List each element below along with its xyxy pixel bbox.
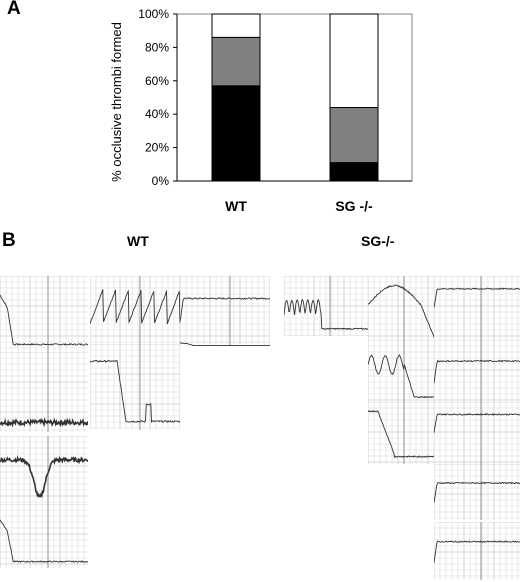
wt-trace-6 <box>0 504 88 568</box>
x-tick-label: SG -/- <box>335 198 373 214</box>
panel-a-label: A <box>7 0 21 19</box>
y-tick-label: 80% <box>145 40 169 54</box>
sg-trace-1 <box>368 276 434 340</box>
y-axis-label: % occlusive thrombi formed <box>109 22 124 182</box>
stacked-bar-chart: 0% 20% 40% 60% 80% 100% WT SG -/- % occlusive t… <box>109 7 413 214</box>
sg-trace-5 <box>368 402 434 464</box>
y-tick-label: 20% <box>145 141 169 155</box>
bar-segment-1-2 <box>329 13 379 109</box>
sg-trace-7 <box>434 464 520 520</box>
group-label-sg: SG-/- <box>361 233 395 249</box>
y-tick-label: 100% <box>138 7 169 21</box>
group-label-wt: WT <box>127 233 149 249</box>
sg-trace-3 <box>368 340 434 402</box>
y-tick-label: 60% <box>145 74 169 88</box>
bar-segment-1-1 <box>329 107 379 164</box>
wt-trace-3 <box>90 276 180 344</box>
wt-trace-7 <box>180 342 270 346</box>
wt-trace-1 <box>0 352 88 432</box>
wt-trace-2 <box>180 276 270 342</box>
bar-segment-0-2 <box>211 13 261 38</box>
wt-trace-0 <box>0 276 88 352</box>
sg-trace-2 <box>434 276 520 340</box>
bar-segment-0-1 <box>211 36 261 87</box>
x-tick-label: WT <box>225 198 247 214</box>
wt-trace-4 <box>90 344 180 430</box>
sg-trace-4 <box>434 340 520 402</box>
bar-segment-1-0 <box>329 162 379 182</box>
y-tick-label: 40% <box>145 107 169 121</box>
sg-trace-8 <box>434 522 520 580</box>
sg-trace-6 <box>434 402 520 464</box>
y-tick-label: 0% <box>152 174 170 188</box>
sg-trace-0 <box>284 276 368 336</box>
panel-b-label: B <box>2 230 16 251</box>
bar-segment-0-0 <box>211 85 261 182</box>
wt-trace-5 <box>0 436 88 504</box>
